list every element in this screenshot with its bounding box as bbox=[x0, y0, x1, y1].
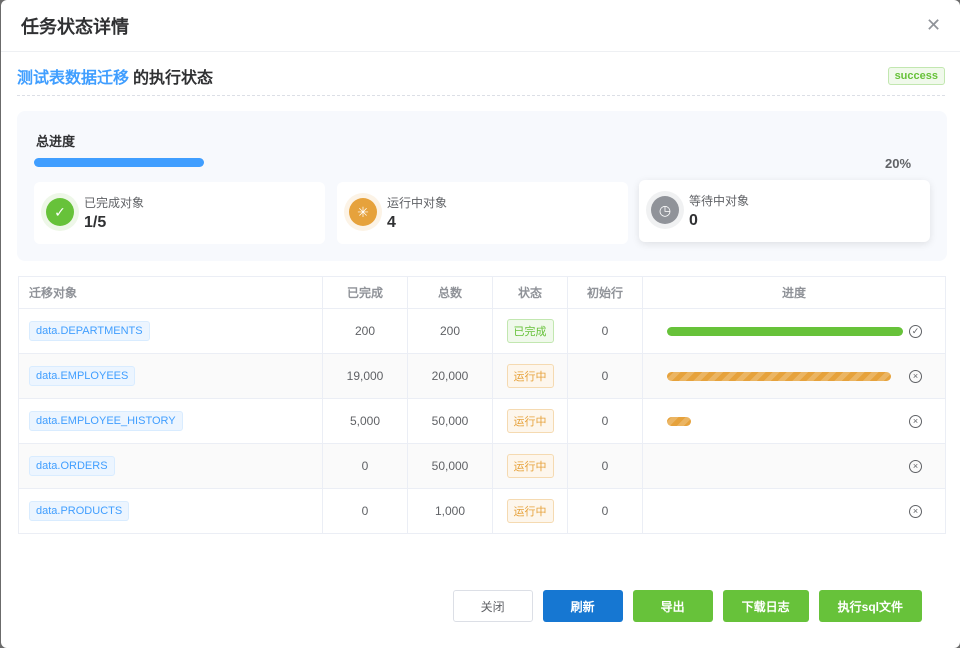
column-header: 进度 bbox=[642, 276, 946, 309]
total-count: 200 bbox=[407, 308, 493, 354]
migration-objects-table: 迁移对象 已完成 总数 状态 初始行 进度 data.DEPARTMENTS 2… bbox=[18, 276, 946, 534]
task-heading: 测试表数据迁移 的执行状态 success bbox=[17, 64, 945, 96]
close-icon[interactable]: ✕ bbox=[926, 15, 942, 35]
column-header: 初始行 bbox=[567, 276, 643, 309]
object-tag[interactable]: data.EMPLOYEES bbox=[29, 366, 136, 386]
done-count: 0 bbox=[322, 488, 408, 534]
close-button[interactable]: 关闭 bbox=[452, 590, 533, 622]
column-header: 迁移对象 bbox=[18, 276, 323, 309]
initial-rows: 0 bbox=[567, 443, 643, 489]
object-tag[interactable]: data.DEPARTMENTS bbox=[29, 321, 150, 341]
row-status-tag: 运行中 bbox=[506, 409, 554, 433]
completed-objects-card: ✓ 已完成对象 1/5 bbox=[34, 182, 325, 244]
close-circle-icon: × bbox=[909, 504, 922, 518]
table-row: data.PRODUCTS 0 1,000 运行中 0 × bbox=[18, 488, 946, 534]
row-progress-fill bbox=[667, 326, 903, 336]
dialog-header: 任务状态详情 ✕ bbox=[1, 0, 960, 52]
overall-progress-panel: 总进度 20% ✓ 已完成对象 1/5 ✳ 运行中对象 4 ◷ 等待中对象 0 bbox=[17, 111, 947, 261]
dialog-title: 任务状态详情 bbox=[21, 16, 129, 37]
close-circle-icon: × bbox=[909, 369, 922, 383]
close-circle-icon: × bbox=[909, 459, 922, 473]
table-row: data.DEPARTMENTS 200 200 已完成 0 ✓ bbox=[18, 308, 946, 354]
object-tag[interactable]: data.EMPLOYEE_HISTORY bbox=[29, 411, 183, 431]
table-row: data.EMPLOYEES 19,000 20,000 运行中 0 × bbox=[18, 353, 946, 399]
card-label: 运行中对象 bbox=[387, 196, 448, 210]
table-row: data.EMPLOYEE_HISTORY 5,000 50,000 运行中 0… bbox=[18, 398, 946, 444]
total-count: 1,000 bbox=[407, 488, 493, 534]
download-log-button[interactable]: 下载日志 bbox=[722, 590, 809, 622]
row-status-tag: 运行中 bbox=[506, 499, 554, 523]
overall-progress-bar bbox=[34, 158, 882, 167]
export-button[interactable]: 导出 bbox=[632, 590, 713, 622]
task-heading-suffix: 的执行状态 bbox=[133, 70, 214, 87]
column-header: 状态 bbox=[492, 276, 568, 309]
loading-icon: ✳ bbox=[349, 198, 377, 226]
card-label: 等待中对象 bbox=[689, 194, 750, 208]
check-icon: ✓ bbox=[46, 198, 74, 226]
refresh-button[interactable]: 刷新 bbox=[542, 590, 623, 622]
clock-icon: ◷ bbox=[651, 196, 679, 224]
task-name: 测试表数据迁移 bbox=[17, 70, 130, 87]
overall-progress-fill bbox=[34, 158, 204, 167]
object-tag[interactable]: data.PRODUCTS bbox=[29, 501, 130, 521]
done-count: 5,000 bbox=[322, 398, 408, 444]
initial-rows: 0 bbox=[567, 488, 643, 534]
row-progress-fill bbox=[667, 416, 691, 426]
object-tag[interactable]: data.ORDERS bbox=[29, 456, 115, 476]
waiting-objects-card: ◷ 等待中对象 0 bbox=[639, 180, 930, 242]
row-progress-bar bbox=[667, 416, 903, 426]
row-status-tag: 运行中 bbox=[506, 454, 554, 478]
done-count: 19,000 bbox=[322, 353, 408, 399]
close-circle-icon: × bbox=[909, 414, 922, 428]
overall-progress-title: 总进度 bbox=[36, 134, 76, 149]
done-count: 0 bbox=[322, 443, 408, 489]
row-progress-fill bbox=[667, 371, 892, 381]
row-status-tag: 已完成 bbox=[506, 319, 554, 343]
card-value: 1/5 bbox=[84, 214, 107, 231]
table-row: data.ORDERS 0 50,000 运行中 0 × bbox=[18, 443, 946, 489]
column-header: 已完成 bbox=[322, 276, 408, 309]
card-value: 4 bbox=[387, 214, 396, 231]
card-value: 0 bbox=[689, 212, 698, 229]
done-count: 200 bbox=[322, 308, 408, 354]
initial-rows: 0 bbox=[567, 398, 643, 444]
overall-progress-percent: 20% bbox=[885, 156, 912, 171]
exec-sql-button[interactable]: 执行sql文件 bbox=[818, 590, 922, 622]
total-count: 50,000 bbox=[407, 443, 493, 489]
running-objects-card: ✳ 运行中对象 4 bbox=[337, 182, 628, 244]
total-count: 20,000 bbox=[407, 353, 493, 399]
row-progress-bar bbox=[667, 462, 903, 471]
dialog-footer: 关闭 刷新 导出 下载日志 执行sql文件 bbox=[452, 590, 922, 622]
initial-rows: 0 bbox=[567, 353, 643, 399]
check-circle-icon: ✓ bbox=[909, 324, 922, 338]
column-header: 总数 bbox=[407, 276, 493, 309]
initial-rows: 0 bbox=[567, 308, 643, 354]
row-progress-bar bbox=[667, 326, 903, 336]
row-status-tag: 运行中 bbox=[506, 364, 554, 388]
status-badge: success bbox=[887, 67, 945, 85]
row-progress-bar bbox=[667, 507, 903, 516]
row-progress-bar bbox=[667, 371, 903, 381]
total-count: 50,000 bbox=[407, 398, 493, 444]
card-label: 已完成对象 bbox=[84, 196, 145, 210]
